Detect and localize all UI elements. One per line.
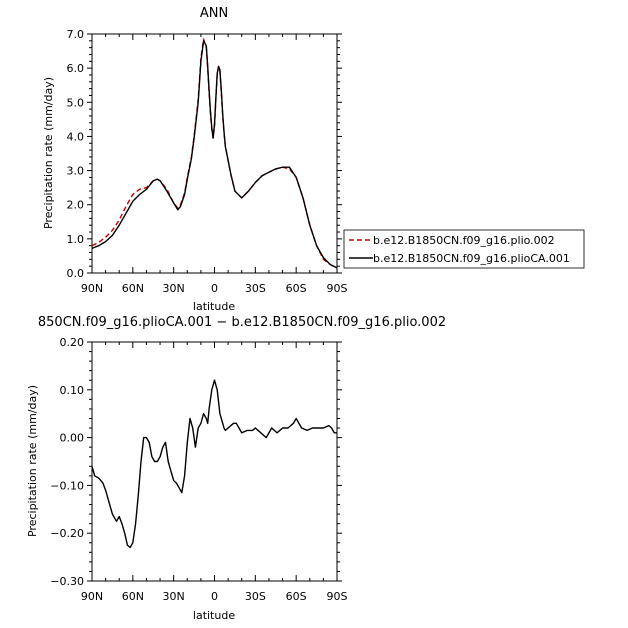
series-line-1-1 [91, 38, 338, 269]
x-tick-label: 90N [81, 590, 103, 603]
series-line-2-1 [91, 379, 337, 549]
y-tick-label: 1.0 [67, 233, 85, 246]
y-tick-label: 0.20 [60, 336, 85, 349]
x-tick-label: 30N [163, 282, 185, 295]
x-tick-label: 60S [286, 590, 307, 603]
y-tick-label: 4.0 [67, 130, 85, 143]
top-title: ANN [200, 6, 228, 21]
y-tick-label: 2.0 [67, 199, 85, 212]
y-tick-label: −0.20 [50, 527, 84, 540]
x-tick-label: 60S [286, 282, 307, 295]
legend-label-series-1: b.e12.B1850CN.f09_g16.plio.002 [373, 234, 555, 247]
x-tick-label: 0 [211, 282, 218, 295]
top-y-axis-label: Precipitation rate (mm/day) [42, 77, 55, 229]
y-tick-label: 5.0 [67, 96, 85, 109]
x-tick-label: 30N [163, 590, 185, 603]
top-axis-ticks: 90N 60N 30N 0 30S 60S 90S 0.0 1.0 2.0 3.0 4.0 5.0 6.0… [67, 28, 348, 295]
top-x-axis-label: latitude [193, 300, 235, 313]
y-tick-label: −0.30 [50, 575, 84, 588]
legend-label-series-2: b.e12.B1850CN.f09_g16.plioCA.001 [373, 252, 570, 265]
legend-box [343, 229, 585, 269]
bottom-plot-frame [91, 341, 338, 582]
legend: b.e12.B1850CN.f09_g16.plio.002 b.e12.B18… [343, 229, 585, 269]
bottom-y-axis-label: Precipitation rate (mm/day) [26, 385, 39, 537]
bottom-series-group [91, 379, 337, 549]
x-tick-label: 30S [245, 282, 266, 295]
y-tick-label: −0.10 [50, 479, 84, 492]
y-tick-label: 7.0 [67, 28, 85, 41]
bottom-panel: 850CN.f09_g16.plioCA.001 − b.e12.B1850CN… [26, 315, 446, 622]
y-tick-label: 6.0 [67, 62, 85, 75]
bottom-axis-ticks: 90N 60N 30N 0 30S 60S 90S −0.30 −0.20 −0.10 0.00 0.… [50, 336, 347, 603]
x-tick-label: 90S [327, 282, 348, 295]
y-tick-label: 3.0 [67, 165, 85, 178]
x-tick-label: 60N [122, 590, 144, 603]
y-tick-label: 0.0 [67, 267, 85, 280]
series-line-1-2 [91, 40, 338, 269]
y-tick-label: 0.00 [60, 432, 85, 445]
top-series-group [91, 38, 338, 269]
x-tick-label: 60N [122, 282, 144, 295]
y-tick-label: 0.10 [60, 384, 85, 397]
x-tick-label: 30S [245, 590, 266, 603]
x-tick-label: 90S [327, 590, 348, 603]
bottom-x-axis-label: latitude [193, 609, 235, 622]
top-panel: ANN 90N 60N 30N 0 30S 60S 90S 0.0 1.0 2.0 3.0 4.0 5.… [42, 6, 348, 313]
x-tick-label: 0 [211, 590, 218, 603]
top-plot-frame [91, 33, 338, 274]
x-tick-label: 90N [81, 282, 103, 295]
bottom-title: 850CN.f09_g16.plioCA.001 − b.e12.B1850CN… [38, 315, 446, 330]
